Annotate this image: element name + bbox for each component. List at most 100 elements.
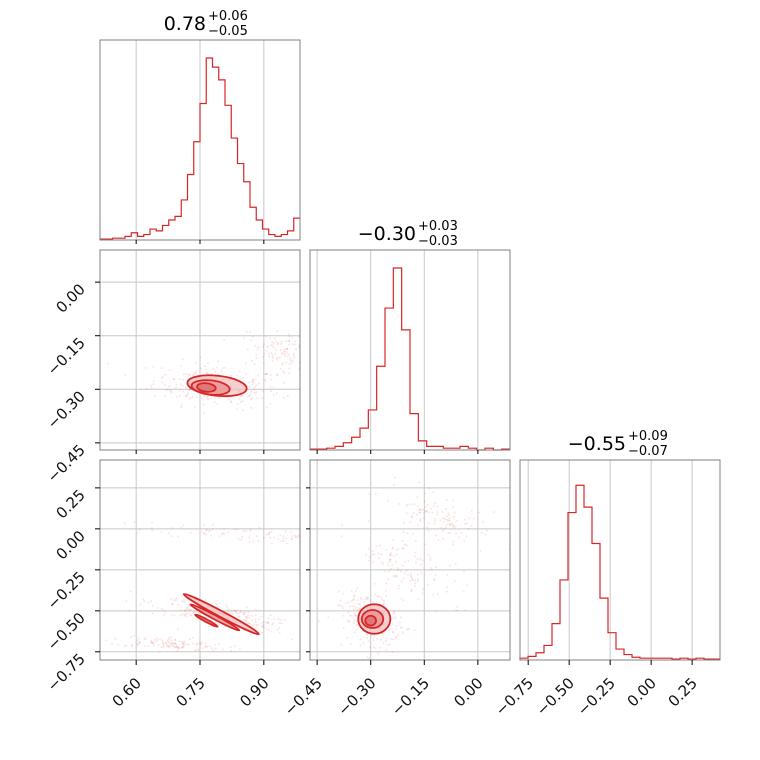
sample-point-1-2-90	[297, 535, 300, 538]
sample-point-0-1-2	[341, 382, 343, 384]
sample-point-0-0-240	[169, 389, 172, 392]
sample-point-0-1-108	[291, 359, 294, 362]
sample-point-2-0-40	[348, 605, 351, 608]
sample-point-0-1-91	[275, 356, 278, 359]
sample-point-2-2-95	[454, 525, 457, 528]
sample-point-0-1-33	[255, 354, 258, 357]
sample-point-2-0-14	[351, 598, 354, 601]
sample-point-2-2-11	[423, 500, 426, 503]
sample-point-1-2-31	[136, 531, 139, 534]
sample-point-2-2-14	[428, 522, 431, 525]
sample-point-1-2-5	[151, 529, 154, 532]
sample-point-0-0-128	[227, 398, 230, 401]
sample-point-1-2-11	[203, 532, 206, 535]
sample-point-1-2-78	[133, 521, 136, 524]
sample-point-2-2-36	[441, 510, 444, 513]
sample-point-0-1-39	[315, 351, 317, 353]
sample-point-2-2-113	[368, 493, 371, 496]
sample-point-1-1-55	[157, 643, 160, 646]
sample-point-2-2-22	[453, 511, 456, 514]
sample-point-1-0-251	[187, 612, 190, 615]
sample-point-1-1-24	[213, 643, 216, 646]
sample-point-1-1-44	[208, 645, 211, 648]
sample-point-1-1-49	[212, 649, 215, 652]
sample-point-2-2-38	[418, 511, 421, 514]
scatter-cloud-2	[317, 476, 510, 660]
sample-point-0-0-71	[250, 398, 253, 401]
sample-point-0-0-160	[161, 375, 164, 378]
sample-point-2-0-127	[366, 597, 369, 600]
sample-point-2-0-65	[395, 625, 398, 628]
sample-point-1-1-54	[174, 646, 177, 649]
sample-point-0-1-86	[262, 362, 265, 365]
sample-point-1-1-86	[195, 649, 198, 652]
sample-point-1-0-89	[175, 599, 178, 602]
sample-point-2-0-63	[338, 604, 341, 607]
title-lower-1: −0.03	[418, 234, 458, 249]
sample-point-1-2-99	[269, 536, 272, 539]
sample-point-0-1-13	[274, 352, 277, 355]
sample-point-1-0-57	[254, 614, 257, 617]
sample-point-1-2-28	[257, 540, 260, 543]
sample-point-0-0-205	[236, 403, 239, 406]
y-tick-label-1-3: −0.45	[44, 441, 89, 486]
sample-point-1-1-32	[161, 641, 164, 644]
contour-fill-1-2	[195, 614, 218, 627]
sample-point-1-2-85	[205, 529, 208, 532]
sample-point-0-0-20	[250, 406, 253, 409]
sample-point-2-0-151	[339, 599, 342, 602]
sample-point-2-2-41	[426, 503, 429, 506]
sample-point-0-1-67	[284, 352, 287, 355]
sample-point-2-0-126	[352, 595, 355, 598]
sample-point-2-1-76	[409, 572, 412, 575]
sample-point-0-0-99	[230, 374, 233, 377]
sample-point-1-2-92	[221, 532, 224, 535]
sample-point-0-1-27	[248, 330, 251, 333]
sample-point-2-0-145	[377, 652, 380, 655]
sample-point-2-1-13	[368, 547, 371, 550]
sample-point-0-1-107	[223, 338, 226, 341]
sample-point-1-0-92	[267, 628, 270, 631]
sample-point-1-0-19	[215, 603, 218, 606]
sample-point-1-1-65	[172, 645, 175, 648]
sample-point-1-2-111	[267, 533, 270, 536]
sample-point-1-0-36	[234, 611, 237, 614]
sample-point-1-2-40	[222, 527, 225, 530]
sample-point-1-1-105	[150, 641, 153, 644]
sample-point-2-2-106	[398, 502, 401, 505]
sample-point-2-0-180	[352, 598, 355, 601]
sample-point-0-0-193	[235, 374, 238, 377]
sample-point-1-0-169	[246, 622, 249, 625]
sample-point-1-0-55	[189, 614, 192, 617]
sample-point-2-2-116	[464, 522, 467, 525]
sample-point-2-0-213	[398, 621, 401, 624]
sample-point-2-1-67	[380, 561, 383, 564]
sample-point-2-1-82	[448, 564, 451, 567]
sample-point-1-0-27	[246, 621, 249, 624]
sample-point-1-2-119	[290, 537, 293, 540]
sample-point-2-2-0	[374, 492, 377, 495]
sample-point-0-0-134	[238, 398, 241, 401]
sample-point-1-0-255	[156, 607, 159, 610]
scatter-cloud-0	[107, 330, 343, 416]
sample-point-0-1-119	[318, 353, 320, 355]
sample-point-1-2-70	[300, 533, 302, 535]
sample-point-0-0-21	[202, 403, 205, 406]
sample-point-0-0-108	[205, 397, 208, 400]
sample-point-0-0-104	[251, 379, 254, 382]
sample-point-0-1-85	[286, 347, 289, 350]
sample-point-2-2-75	[431, 511, 434, 514]
sample-point-0-1-36	[246, 348, 249, 351]
sample-point-0-1-29	[318, 374, 320, 376]
sample-point-1-0-126	[164, 610, 167, 613]
sample-point-2-1-58	[421, 559, 424, 562]
sample-point-1-2-112	[170, 535, 173, 538]
sample-point-2-1-41	[401, 547, 404, 550]
sample-point-1-0-152	[255, 625, 258, 628]
sample-point-1-1-91	[178, 640, 181, 643]
sample-point-0-0-161	[230, 400, 233, 403]
sample-point-1-0-162	[266, 621, 269, 624]
sample-point-2-0-229	[385, 637, 388, 640]
sample-point-0-0-137	[258, 382, 261, 385]
sample-point-0-0-67	[182, 373, 185, 376]
